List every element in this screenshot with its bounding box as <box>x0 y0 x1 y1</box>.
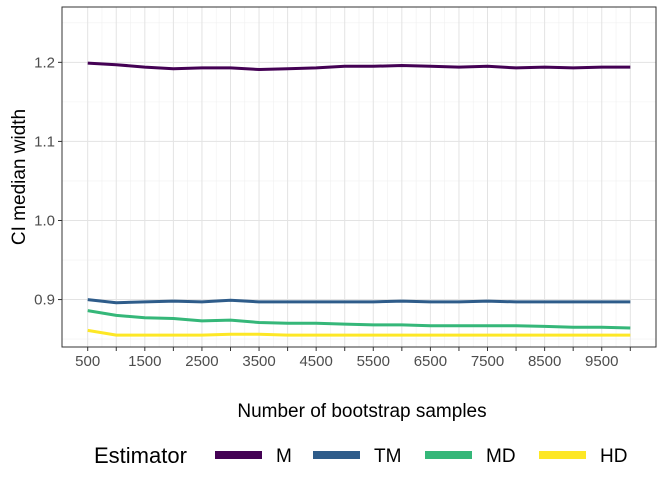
series-lines <box>87 61 631 337</box>
legend-label-tm: TM <box>374 446 401 467</box>
legend-title: Estimator <box>94 443 187 468</box>
legend-label-md: MD <box>486 446 516 467</box>
x-tick-label: 8500 <box>528 353 561 370</box>
x-tick-label: 3500 <box>242 353 275 370</box>
plot-panel-border <box>61 6 657 348</box>
x-axis: 500 1500 2500 3500 4500 5500 6500 7500 8500 9500 <box>75 347 631 370</box>
legend-label-m: M <box>276 446 292 467</box>
x-tick-label: 7500 <box>471 353 504 370</box>
x-axis-title: Number of bootstrap samples <box>237 401 486 422</box>
series-line-tm <box>87 298 631 305</box>
y-tick-label: 1.2 <box>34 54 55 71</box>
y-tick-label: 0.9 <box>34 292 55 309</box>
x-tick-label: 5500 <box>357 353 390 370</box>
legend-label-hd: HD <box>600 446 627 467</box>
x-tick-label: 500 <box>75 353 100 370</box>
y-axis-title: CI median width <box>9 109 30 245</box>
series-line-hd <box>87 328 631 337</box>
y-tick-label: 1.0 <box>34 212 55 229</box>
legend: Estimator M TM MD HD <box>94 443 627 468</box>
minor-gridlines <box>62 7 656 347</box>
y-tick-label: 1.1 <box>34 133 55 150</box>
x-tick-label: 1500 <box>128 353 161 370</box>
y-axis: 0.9 1.0 1.1 1.2 <box>34 54 62 309</box>
series-line-m <box>87 61 631 71</box>
series-line-md <box>87 309 631 330</box>
x-tick-label: 2500 <box>185 353 218 370</box>
x-tick-label: 4500 <box>299 353 332 370</box>
major-gridlines <box>62 7 656 347</box>
x-tick-label: 9500 <box>585 353 618 370</box>
x-tick-label: 6500 <box>414 353 447 370</box>
